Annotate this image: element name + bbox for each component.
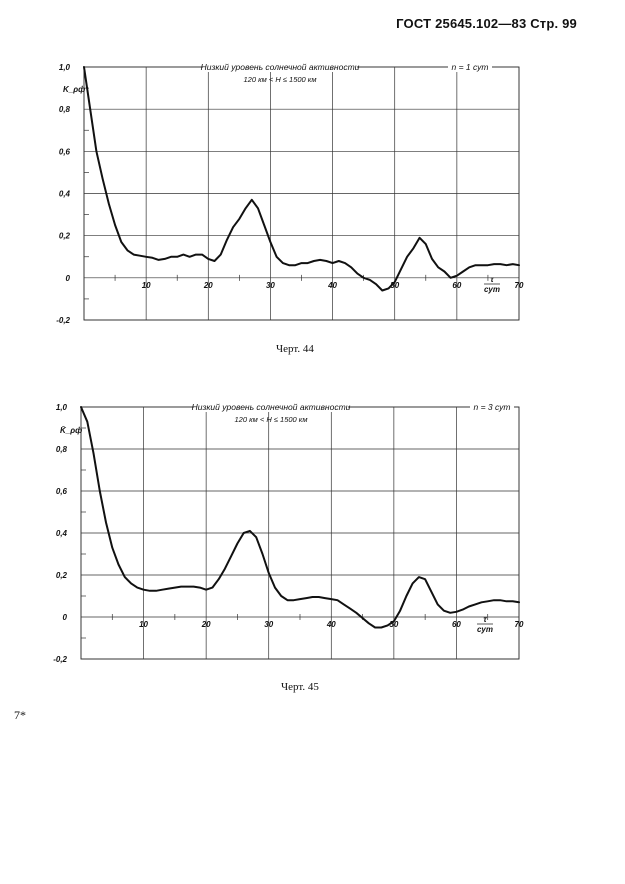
x-tick-label: 10 [142, 281, 151, 290]
y-tick-label: -0,2 [56, 316, 70, 325]
y-tick-label: -0,2 [53, 655, 67, 664]
y-tick-label: 0,2 [59, 232, 71, 241]
x-tick-label: 70 [515, 281, 524, 290]
y-tick-label: 1,0 [56, 403, 68, 412]
chart-title: Низкий уровень солнечной активности [201, 62, 360, 72]
chart-annotation: n = 3 сут [474, 402, 511, 412]
title-backdrop [203, 62, 357, 72]
y-tick-label: 0,6 [59, 147, 71, 156]
y-tick-label: 0,8 [56, 445, 68, 454]
title-backdrop [194, 402, 348, 412]
chart-44-caption: Черт. 44 [276, 343, 314, 355]
annotation-backdrop [470, 402, 514, 412]
chart-annotation: n = 1 сут [452, 62, 489, 72]
x-tick-label: 40 [326, 620, 336, 629]
chart-45-svg: 1,0 0,8 0,6 0,4 0,2 0 -0,2 10 20 30 40 50 60 70 Низкий… [53, 402, 524, 664]
y-tick-label: 1,0 [59, 63, 71, 72]
chart-44-svg: 1,0 0,8 0,6 0,4 0,2 0 -0,2 10 20 30 40 50 60 70 Низкий… [56, 62, 524, 325]
y-axis-label: K_ρф [63, 85, 85, 94]
y-tick-label: 0,8 [59, 105, 71, 114]
annotation-backdrop [448, 62, 492, 72]
x-tick-label: 60 [452, 281, 461, 290]
x-axis-label-den: сут [484, 285, 500, 294]
x-tick-label: 60 [452, 620, 461, 629]
chart-title: Низкий уровень солнечной активности [192, 402, 351, 412]
y-tick-label: 0,4 [59, 190, 71, 199]
series-line [80, 406, 520, 629]
y-axis-label: K̄_ρф [60, 426, 82, 435]
x-tick-label: 20 [201, 620, 211, 629]
x-tick-label: 30 [264, 620, 273, 629]
chart-subtitle: 120 км < H ≤ 1500 км [235, 415, 308, 424]
y-tick-label: 0 [63, 613, 68, 622]
chart-45-caption: Черт. 45 [281, 681, 319, 693]
page-footnote: 7* [14, 708, 26, 722]
chart-45: 1,0 0,8 0,6 0,4 0,2 0 -0,2 10 20 30 40 50 60 70 Низкий… [0, 393, 625, 678]
x-tick-label: 30 [266, 281, 275, 290]
x-tick-label: 40 [327, 281, 337, 290]
chart-subtitle: 120 км < H ≤ 1500 км [244, 75, 317, 84]
x-axis-label-num: τ [483, 615, 487, 624]
y-tick-label: 0 [66, 274, 71, 283]
series-line [83, 66, 520, 292]
x-tick-label: 20 [203, 281, 213, 290]
x-tick-label: 70 [515, 620, 524, 629]
chart-44: 1,0 0,8 0,6 0,4 0,2 0 -0,2 10 20 30 40 50 60 70 Низкий… [0, 55, 625, 340]
y-tick-label: 0,2 [56, 571, 68, 580]
y-tick-label: 0,6 [56, 487, 68, 496]
page-header: ГОСТ 25645.102—83 Стр. 99 [396, 16, 577, 31]
x-tick-label: 50 [390, 281, 399, 290]
x-axis-label-num: τ [490, 275, 494, 284]
x-axis-label-den: сут [477, 625, 493, 634]
x-tick-label: 10 [139, 620, 148, 629]
y-tick-label: 0,4 [56, 529, 68, 538]
x-tick-label: 50 [389, 620, 398, 629]
